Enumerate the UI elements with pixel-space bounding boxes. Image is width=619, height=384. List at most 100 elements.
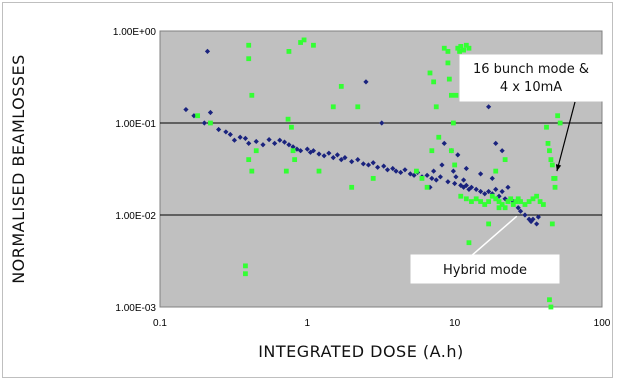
data-point-diamond [453,174,459,180]
data-point-diamond [216,126,222,133]
data-point-square [466,240,472,246]
data-point-diamond [530,216,536,222]
data-point-square [473,196,479,202]
data-point-square [458,193,464,199]
data-point-square [469,199,474,204]
data-point-diamond [242,135,249,142]
data-point-diamond [379,120,385,126]
data-point-square [486,199,492,204]
data-point-diamond [482,191,488,197]
data-point-diamond [266,137,272,143]
data-point-diamond [363,79,369,85]
data-point-diamond [330,155,336,161]
data-point-diamond [272,140,278,147]
data-point-square [457,49,462,54]
data-point-square [246,56,252,62]
data-point-square [548,157,554,163]
data-point-diamond [253,138,259,145]
data-point-square [530,196,536,202]
data-point-diamond [375,164,381,170]
data-point-square [349,184,355,190]
data-point-diamond [304,146,310,152]
data-point-square [452,162,458,168]
data-point-square [298,40,303,45]
data-point-square [549,162,555,168]
data-point-square [545,141,551,146]
data-point-diamond [183,106,189,113]
data-point-diamond [398,169,404,176]
data-point-square [448,92,454,98]
data-point-square [486,221,492,227]
data-point-square [243,271,248,277]
data-point-square [493,168,499,174]
data-point-diamond [381,163,387,169]
data-point-square [450,120,456,126]
data-point-diamond [463,165,469,172]
data-point-square [249,168,255,174]
data-point-diamond [515,205,521,211]
data-point-square [534,193,540,199]
data-point-diamond [466,186,472,192]
data-point-square [547,297,552,303]
data-point-square [301,37,307,43]
data-point-diamond [384,167,391,173]
data-point-diamond [534,221,540,227]
data-point-diamond [321,153,327,159]
data-point-square [515,196,521,202]
data-point-square [370,175,376,181]
data-point-square [455,45,461,51]
data-point-square [508,196,514,202]
data-point-square [441,45,447,51]
data-point-diamond [310,148,317,154]
data-point-square [557,120,563,126]
data-point-diamond [489,175,495,181]
data-point-square [502,205,508,211]
data-point-square [466,45,472,51]
data-point-diamond [204,48,211,55]
x-tick-label: 1 [305,318,311,329]
y-axis-title: NORMALISED BEAMLOSSES [9,54,28,284]
data-point-diamond [207,109,214,116]
data-point-square [526,199,532,204]
data-point-square [461,47,467,53]
data-point-diamond [393,168,399,174]
callout-arrow [556,101,576,172]
data-point-diamond [260,142,266,148]
data-point-diamond [486,188,492,195]
data-point-diamond [478,171,484,177]
data-point-diamond [486,104,492,110]
data-point-square [493,196,499,202]
data-point-square [496,205,502,211]
data-point-diamond [402,167,408,173]
data-point-square [555,113,561,119]
data-point-diamond [505,184,511,190]
x-tick-label: 0.1 [153,318,167,329]
data-point-diamond [499,188,505,195]
data-point-diamond [473,186,479,192]
data-point-diamond [316,151,322,157]
data-point-diamond [445,179,451,185]
data-point-square [286,49,292,54]
data-point-diamond [290,144,296,150]
data-point-diamond [294,146,300,152]
data-point-diamond [489,191,495,197]
data-point-square [549,221,555,227]
data-point-square [446,76,452,82]
y-tick-label: 1.00E-01 [115,119,156,130]
data-point-square [243,263,248,269]
data-point-diamond [407,171,413,177]
data-point-diamond [499,148,505,154]
data-point-diamond [286,142,292,148]
callout-hybrid-mode: Hybrid mode [410,215,560,284]
data-point-square [246,42,252,48]
data-point-square [424,184,430,190]
data-point-diamond [237,134,243,140]
data-point-square [414,168,419,174]
data-point-diamond [338,157,344,163]
data-point-diamond [411,172,417,178]
data-point-diamond [277,137,283,143]
callout-text: Hybrid mode [443,263,527,278]
data-point-diamond [355,157,361,163]
data-point-square [458,44,464,49]
